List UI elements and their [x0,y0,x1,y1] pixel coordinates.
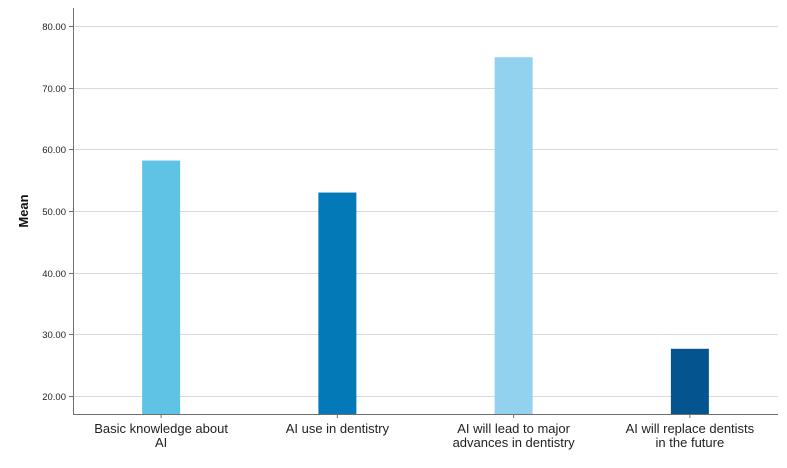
x-category-labels: Basic knowledge about AI AI use in dentist… [94,421,754,450]
axes [69,8,778,418]
y-tick-label: 70.00 [42,84,66,95]
gridlines [73,26,778,397]
bar [670,348,709,414]
bar [142,160,181,414]
y-tick-label: 40.00 [42,269,66,280]
y-tick-label: 30.00 [42,330,66,341]
x-category-label: Basic knowledge about AI [94,421,228,450]
y-tick-label: 60.00 [42,145,66,156]
y-tick-label: 20.00 [42,392,66,403]
bar [318,192,357,414]
bar [494,57,533,414]
bars [142,57,709,414]
y-axis-title: Mean [16,194,31,227]
y-tick-label: 50.00 [42,207,66,218]
x-category-label: AI will lead to major advances in dentist… [453,421,576,450]
x-category-label: AI will replace dentists in the future [626,421,755,450]
y-tick-label: 80.00 [42,22,66,33]
x-category-label: AI use in dentistry [286,421,390,436]
y-tick-labels: 20.00 30.00 40.00 50.00 60.00 70.00 80.00 [42,22,66,403]
